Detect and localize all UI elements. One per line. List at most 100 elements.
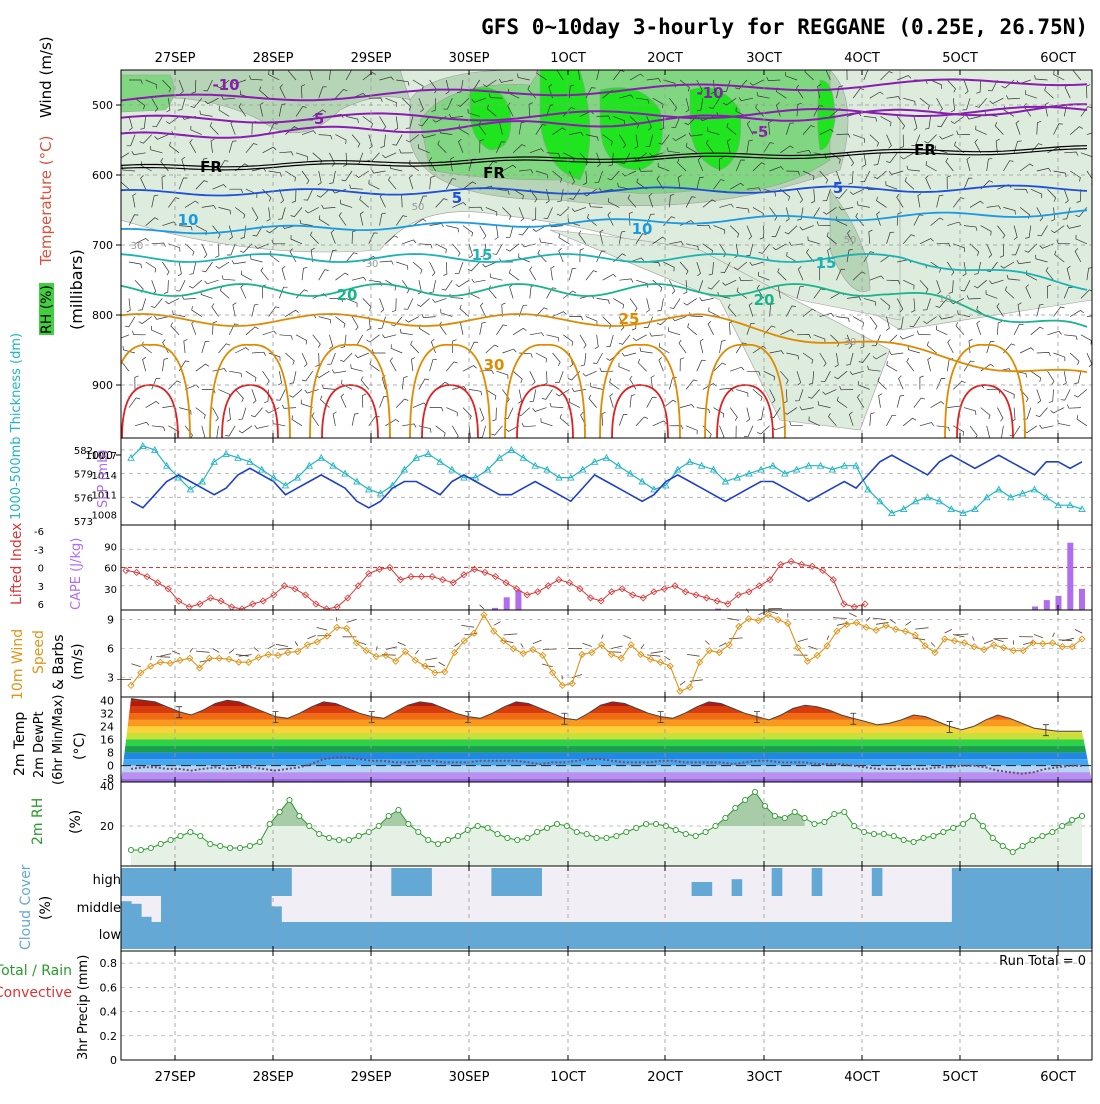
cloud-cell: [331, 922, 342, 949]
rh-point: [1060, 823, 1065, 828]
rh-point: [356, 833, 361, 838]
rh-point: [554, 821, 559, 826]
cloud-cell: [932, 922, 943, 949]
wind-axis-label: Wind (m/s): [37, 36, 55, 118]
run-total: Run Total = 0: [999, 954, 1086, 969]
temp-band: [121, 772, 1092, 779]
rh-point: [812, 821, 817, 826]
chart-title: GFS 0~10day 3-hourly for REGGANE (0.25E,…: [481, 15, 1088, 39]
top-date-label: 6OCT: [1040, 51, 1076, 66]
cloud-cell: [1072, 896, 1083, 922]
rh2m-label: 2m RH: [30, 798, 46, 845]
minmax-label: (6hr Min/Max): [51, 695, 66, 785]
cloud-cell: [772, 922, 783, 949]
rh-point: [980, 823, 985, 828]
cloud-cell: [221, 868, 232, 896]
cloud-cell: [1042, 868, 1053, 896]
cloud-cell: [952, 896, 963, 922]
cloud-cell: [922, 922, 933, 949]
cloud-cell: [431, 922, 442, 949]
rh-point: [703, 829, 708, 834]
rh-point: [733, 805, 738, 810]
rh-point: [832, 811, 837, 816]
contour-label: 30: [366, 259, 379, 270]
cloud-cell: [702, 882, 713, 896]
cloud-cell: [391, 922, 402, 949]
pressure-tick: 700: [92, 239, 113, 252]
rh-point: [277, 809, 282, 814]
rh-point: [713, 823, 718, 828]
slp-tick: 1008: [92, 510, 117, 521]
cloud-cell: [181, 896, 192, 922]
cloud-cell: [962, 868, 973, 896]
li-tick: -6: [34, 527, 44, 538]
rh-point: [247, 843, 252, 848]
rh-unit-label: (%): [68, 810, 84, 834]
temp-band: [121, 740, 1092, 747]
cloud-cell: [772, 868, 783, 896]
cloud-cell: [171, 922, 182, 949]
cape-bar: [515, 590, 521, 610]
temp-tick: 8: [107, 747, 114, 760]
cloud-cell: [1002, 922, 1013, 949]
cloud-cell: [1012, 922, 1023, 949]
cloud-cell: [551, 922, 562, 949]
cloud-cell: [972, 896, 983, 922]
cloud-cell: [121, 901, 132, 922]
top-date-label: 29SEP: [351, 51, 392, 66]
cloud-cell: [842, 922, 853, 949]
rh-point: [604, 835, 609, 840]
cloud-cell: [201, 868, 212, 896]
wind-tick: 9: [107, 614, 114, 627]
rh-point: [653, 821, 658, 826]
li-tick: -3: [34, 545, 44, 556]
cloud-cell: [191, 922, 202, 949]
cloud-cell: [321, 922, 332, 949]
top-date-label: 4OCT: [844, 51, 880, 66]
rh-point: [624, 829, 629, 834]
cloud-cell: [181, 868, 192, 896]
rh-point: [574, 829, 579, 834]
cloud-cell: [501, 922, 512, 949]
cloud-cell: [211, 922, 222, 949]
dewpt-label: 2m DewPt: [32, 711, 47, 778]
temp-axis-label: Temperature (°C): [37, 136, 55, 266]
top-date-label: 2OCT: [647, 51, 683, 66]
rh-point: [951, 825, 956, 830]
rh-point: [881, 831, 886, 836]
cloud-cell: [1002, 896, 1013, 922]
cloud-cell: [261, 868, 272, 896]
cloud-tick: low: [99, 928, 122, 943]
cloud-cell: [1062, 868, 1073, 896]
cloud-cell: [421, 868, 432, 896]
rh-point: [416, 829, 421, 834]
rh-point: [218, 843, 223, 848]
rh-point: [1030, 837, 1035, 842]
cloud-cell: [451, 922, 462, 949]
bottom-date-label: 6OCT: [1040, 1070, 1076, 1085]
cloud-cell: [281, 922, 292, 949]
rh-point: [495, 831, 500, 836]
li-tick: 3: [38, 582, 44, 593]
rh-point: [931, 833, 936, 838]
cloud-cell: [942, 922, 953, 949]
cloud-cell: [231, 922, 242, 949]
cloud-cell: [371, 922, 382, 949]
bottom-date-label: 3OCT: [746, 1070, 782, 1085]
cape-bar: [1079, 589, 1085, 610]
cloud-cell: [351, 922, 362, 949]
bottom-date-label: 2OCT: [647, 1070, 683, 1085]
cloud-cell: [201, 922, 212, 949]
rh-tick: 40: [100, 780, 114, 793]
bottom-date-label: 1OCT: [550, 1070, 586, 1085]
cloud-cell: [862, 922, 873, 949]
cloud-cell: [461, 922, 472, 949]
rh-point: [208, 841, 213, 846]
rh-point: [455, 833, 460, 838]
cloud-label: Cloud Cover: [18, 864, 34, 950]
cloud-cell: [602, 922, 613, 949]
